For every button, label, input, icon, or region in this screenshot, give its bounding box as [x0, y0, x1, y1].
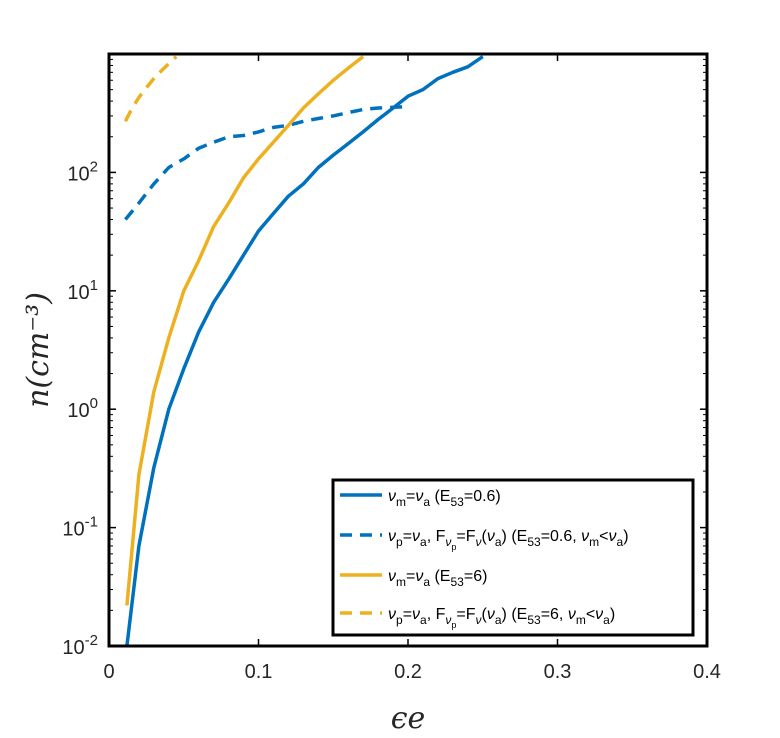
series-layer — [123, 55, 484, 646]
x-tick-labels: 0 0.1 0.2 0.3 0.4 — [103, 661, 720, 683]
x-tick-label-2: 0.2 — [394, 661, 422, 683]
y-tick-labels: 10-2 10-1 100 101 102 — [62, 158, 98, 659]
y-tick-label-0: 10-2 — [62, 632, 98, 659]
legend: νm=νa (E53=0.6) νp=νa, Fνp=Fν(νa) (E53=0.… — [331, 478, 695, 637]
x-axis-label: ϵe — [391, 701, 426, 736]
legend-label-4: νp=νa, Fνp=Fν(νa) (E53=6, νm<νa) — [388, 606, 615, 630]
plot-frame — [107, 52, 709, 648]
series-line-1 — [125, 55, 484, 646]
y-tick-label-1: 10-1 — [62, 514, 98, 541]
y-tick-label-3: 101 — [67, 277, 98, 304]
y-tick-label-4: 102 — [67, 158, 98, 185]
x-tick-label-1: 0.1 — [245, 661, 273, 683]
x-tick-label-3: 0.3 — [544, 661, 572, 683]
legend-box — [331, 478, 695, 637]
series-line-2 — [124, 104, 409, 221]
series-line-3 — [125, 55, 365, 606]
legend-label-2: νp=νa, Fνp=Fν(νa) (E53=0.6, νm<νa) — [388, 528, 629, 552]
y-axis-label: n(cm⁻³) — [21, 292, 56, 408]
x-tick-label-0: 0 — [103, 661, 114, 683]
y-tick-label-2: 100 — [67, 395, 98, 422]
legend-label-1: νm=νa (E53=0.6) — [388, 488, 501, 509]
legend-label-3: νm=νa (E53=6) — [388, 568, 487, 589]
series-line-4 — [123, 55, 178, 123]
x-tick-label-4: 0.4 — [693, 661, 721, 683]
